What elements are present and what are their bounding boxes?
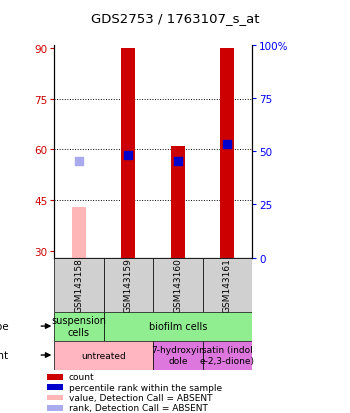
Bar [153,258,203,312]
Bar [104,312,252,341]
Bar [153,341,203,370]
Text: value, Detection Call = ABSENT: value, Detection Call = ABSENT [69,393,212,402]
Text: satin (indol
e-2,3-dione): satin (indol e-2,3-dione) [200,346,255,365]
Text: GDS2753 / 1763107_s_at: GDS2753 / 1763107_s_at [91,12,259,25]
Text: suspension
cells: suspension cells [51,316,106,337]
Point [126,152,131,159]
Text: cell type: cell type [0,321,9,331]
Bar [121,49,135,258]
Bar [54,258,104,312]
Bar [54,312,104,341]
Text: 7-hydroxyin
dole: 7-hydroxyin dole [151,346,205,365]
Text: GSM143160: GSM143160 [173,258,182,312]
Text: biofilm cells: biofilm cells [149,321,207,331]
Text: rank, Detection Call = ABSENT: rank, Detection Call = ABSENT [69,404,208,412]
Bar [203,341,252,370]
Bar [203,258,252,312]
Text: GSM143159: GSM143159 [124,258,133,312]
Bar [72,207,86,258]
Bar [104,258,153,312]
Bar [171,147,185,258]
Point [224,142,230,148]
Text: GSM143158: GSM143158 [75,258,83,312]
Text: GSM143161: GSM143161 [223,258,232,312]
Text: count: count [69,373,94,381]
Bar [47,384,63,390]
Point [76,159,82,165]
Text: untreated: untreated [81,351,126,360]
Text: percentile rank within the sample: percentile rank within the sample [69,383,222,392]
Text: agent: agent [0,350,9,360]
Bar [220,49,234,258]
Bar [47,395,63,401]
Bar [47,405,63,411]
Bar [47,374,63,380]
Bar [54,341,153,370]
Point [175,159,181,165]
